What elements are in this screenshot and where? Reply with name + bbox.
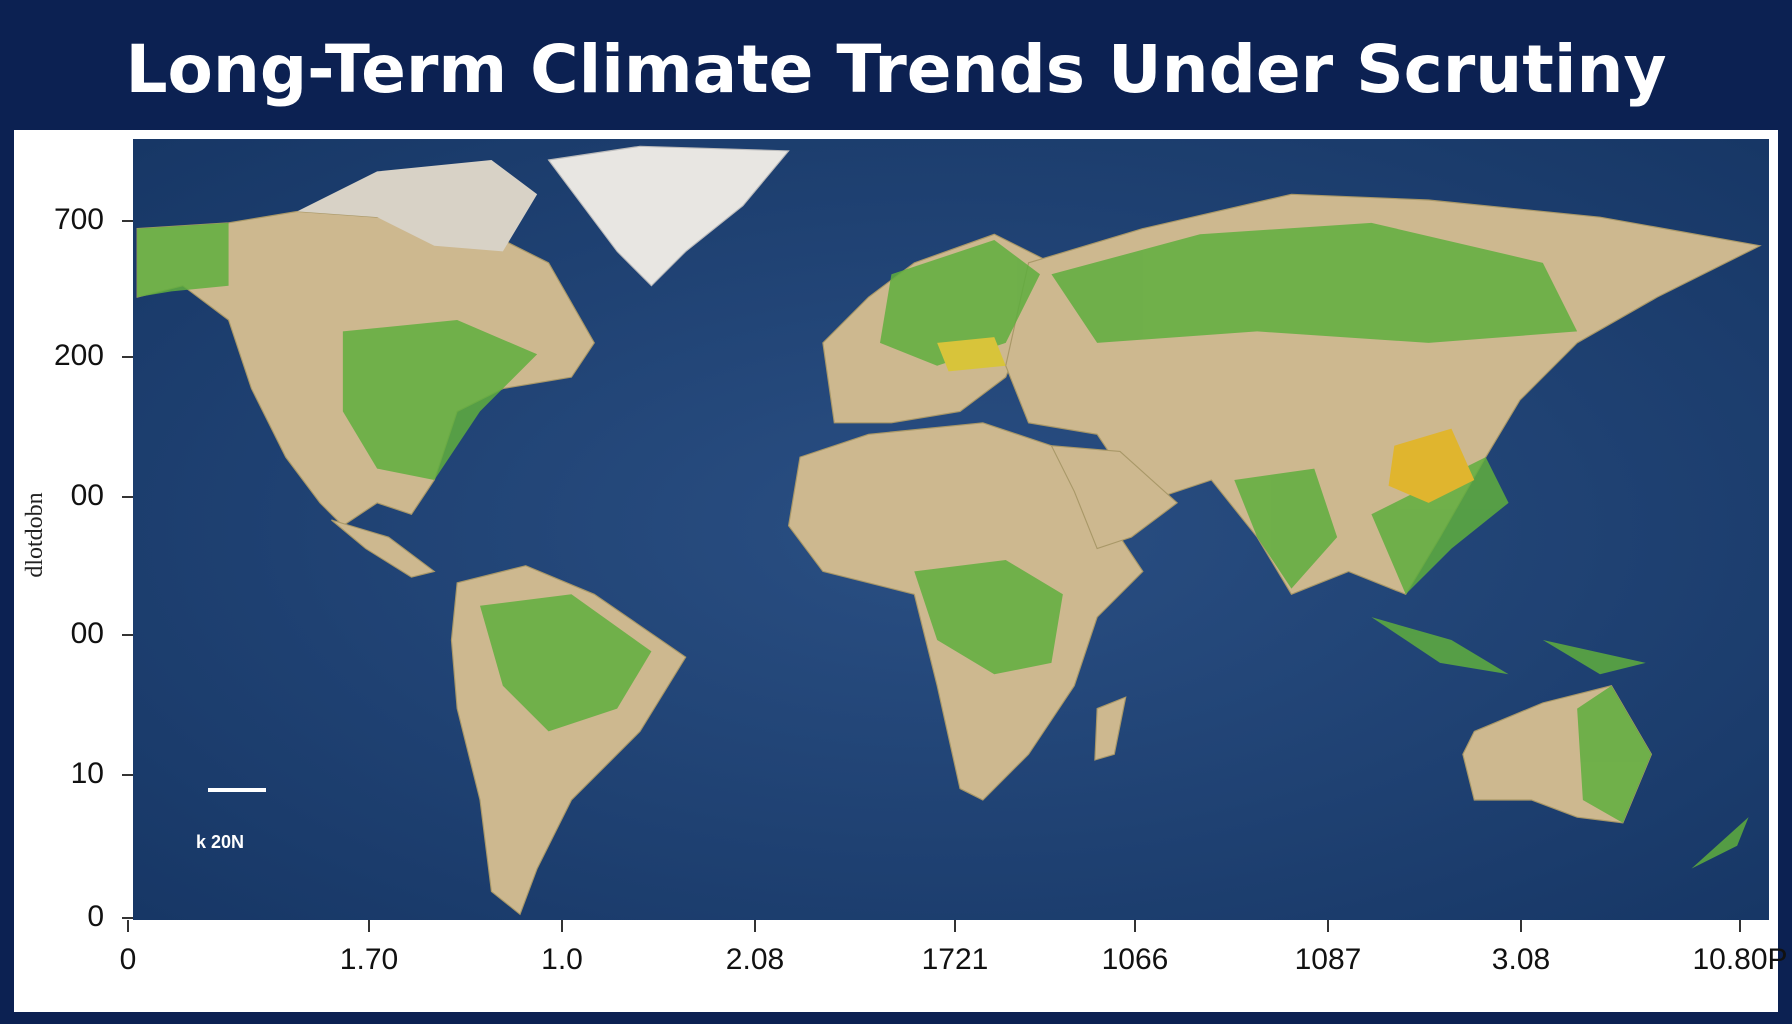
arabia <box>1050 445 1179 550</box>
y-axis: 700 200 00 00 10 0 <box>54 203 133 933</box>
y-tick-label: 00 <box>71 479 104 512</box>
y-tick-label: 200 <box>54 339 104 372</box>
scale-label: k 20N <box>196 832 244 852</box>
forest-russia <box>1051 222 1578 343</box>
islands-east <box>1542 640 1646 675</box>
x-tick-label: 1.0 <box>541 943 583 976</box>
central-america <box>331 519 436 578</box>
y-tick-label: 00 <box>71 617 104 650</box>
y-tick-label: 10 <box>71 757 104 790</box>
x-tick-label: 1087 <box>1295 943 1362 976</box>
x-tick-label: 10.80P <box>1692 943 1787 976</box>
forest-amazon <box>480 594 652 732</box>
forest-canada <box>137 222 229 298</box>
x-tick-label: 1.70 <box>340 943 398 976</box>
highlight-china <box>1388 428 1475 503</box>
arctic-islands <box>297 160 538 252</box>
forest-australia <box>1577 685 1652 823</box>
continents <box>136 145 1762 916</box>
x-axis: 0 1.70 1.0 2.08 1721 1066 1087 3.08 10.80P <box>120 920 1788 976</box>
highlight-europe <box>937 337 1006 372</box>
greenland <box>547 145 790 287</box>
madagascar <box>1094 696 1127 761</box>
forest-se-asia <box>1371 457 1509 595</box>
x-tick-label: 2.08 <box>726 943 784 976</box>
title: Long-Term Climate Trends Under Scrutiny <box>126 31 1667 108</box>
new-zealand <box>1691 817 1749 869</box>
x-tick-label: 1066 <box>1102 943 1169 976</box>
forest-east-us <box>342 320 538 481</box>
y-tick-label: 0 <box>87 900 104 933</box>
y-tick-label: 700 <box>54 203 104 236</box>
forest-europe <box>880 240 1041 366</box>
y-axis-label: dlotdobn <box>22 492 48 577</box>
x-tick-label: 0 <box>120 943 137 976</box>
x-tick-label: 1721 <box>922 943 989 976</box>
islands <box>1371 617 1509 675</box>
x-tick-label: 3.08 <box>1492 943 1550 976</box>
forest-africa <box>914 560 1063 675</box>
forest-india <box>1234 468 1338 589</box>
